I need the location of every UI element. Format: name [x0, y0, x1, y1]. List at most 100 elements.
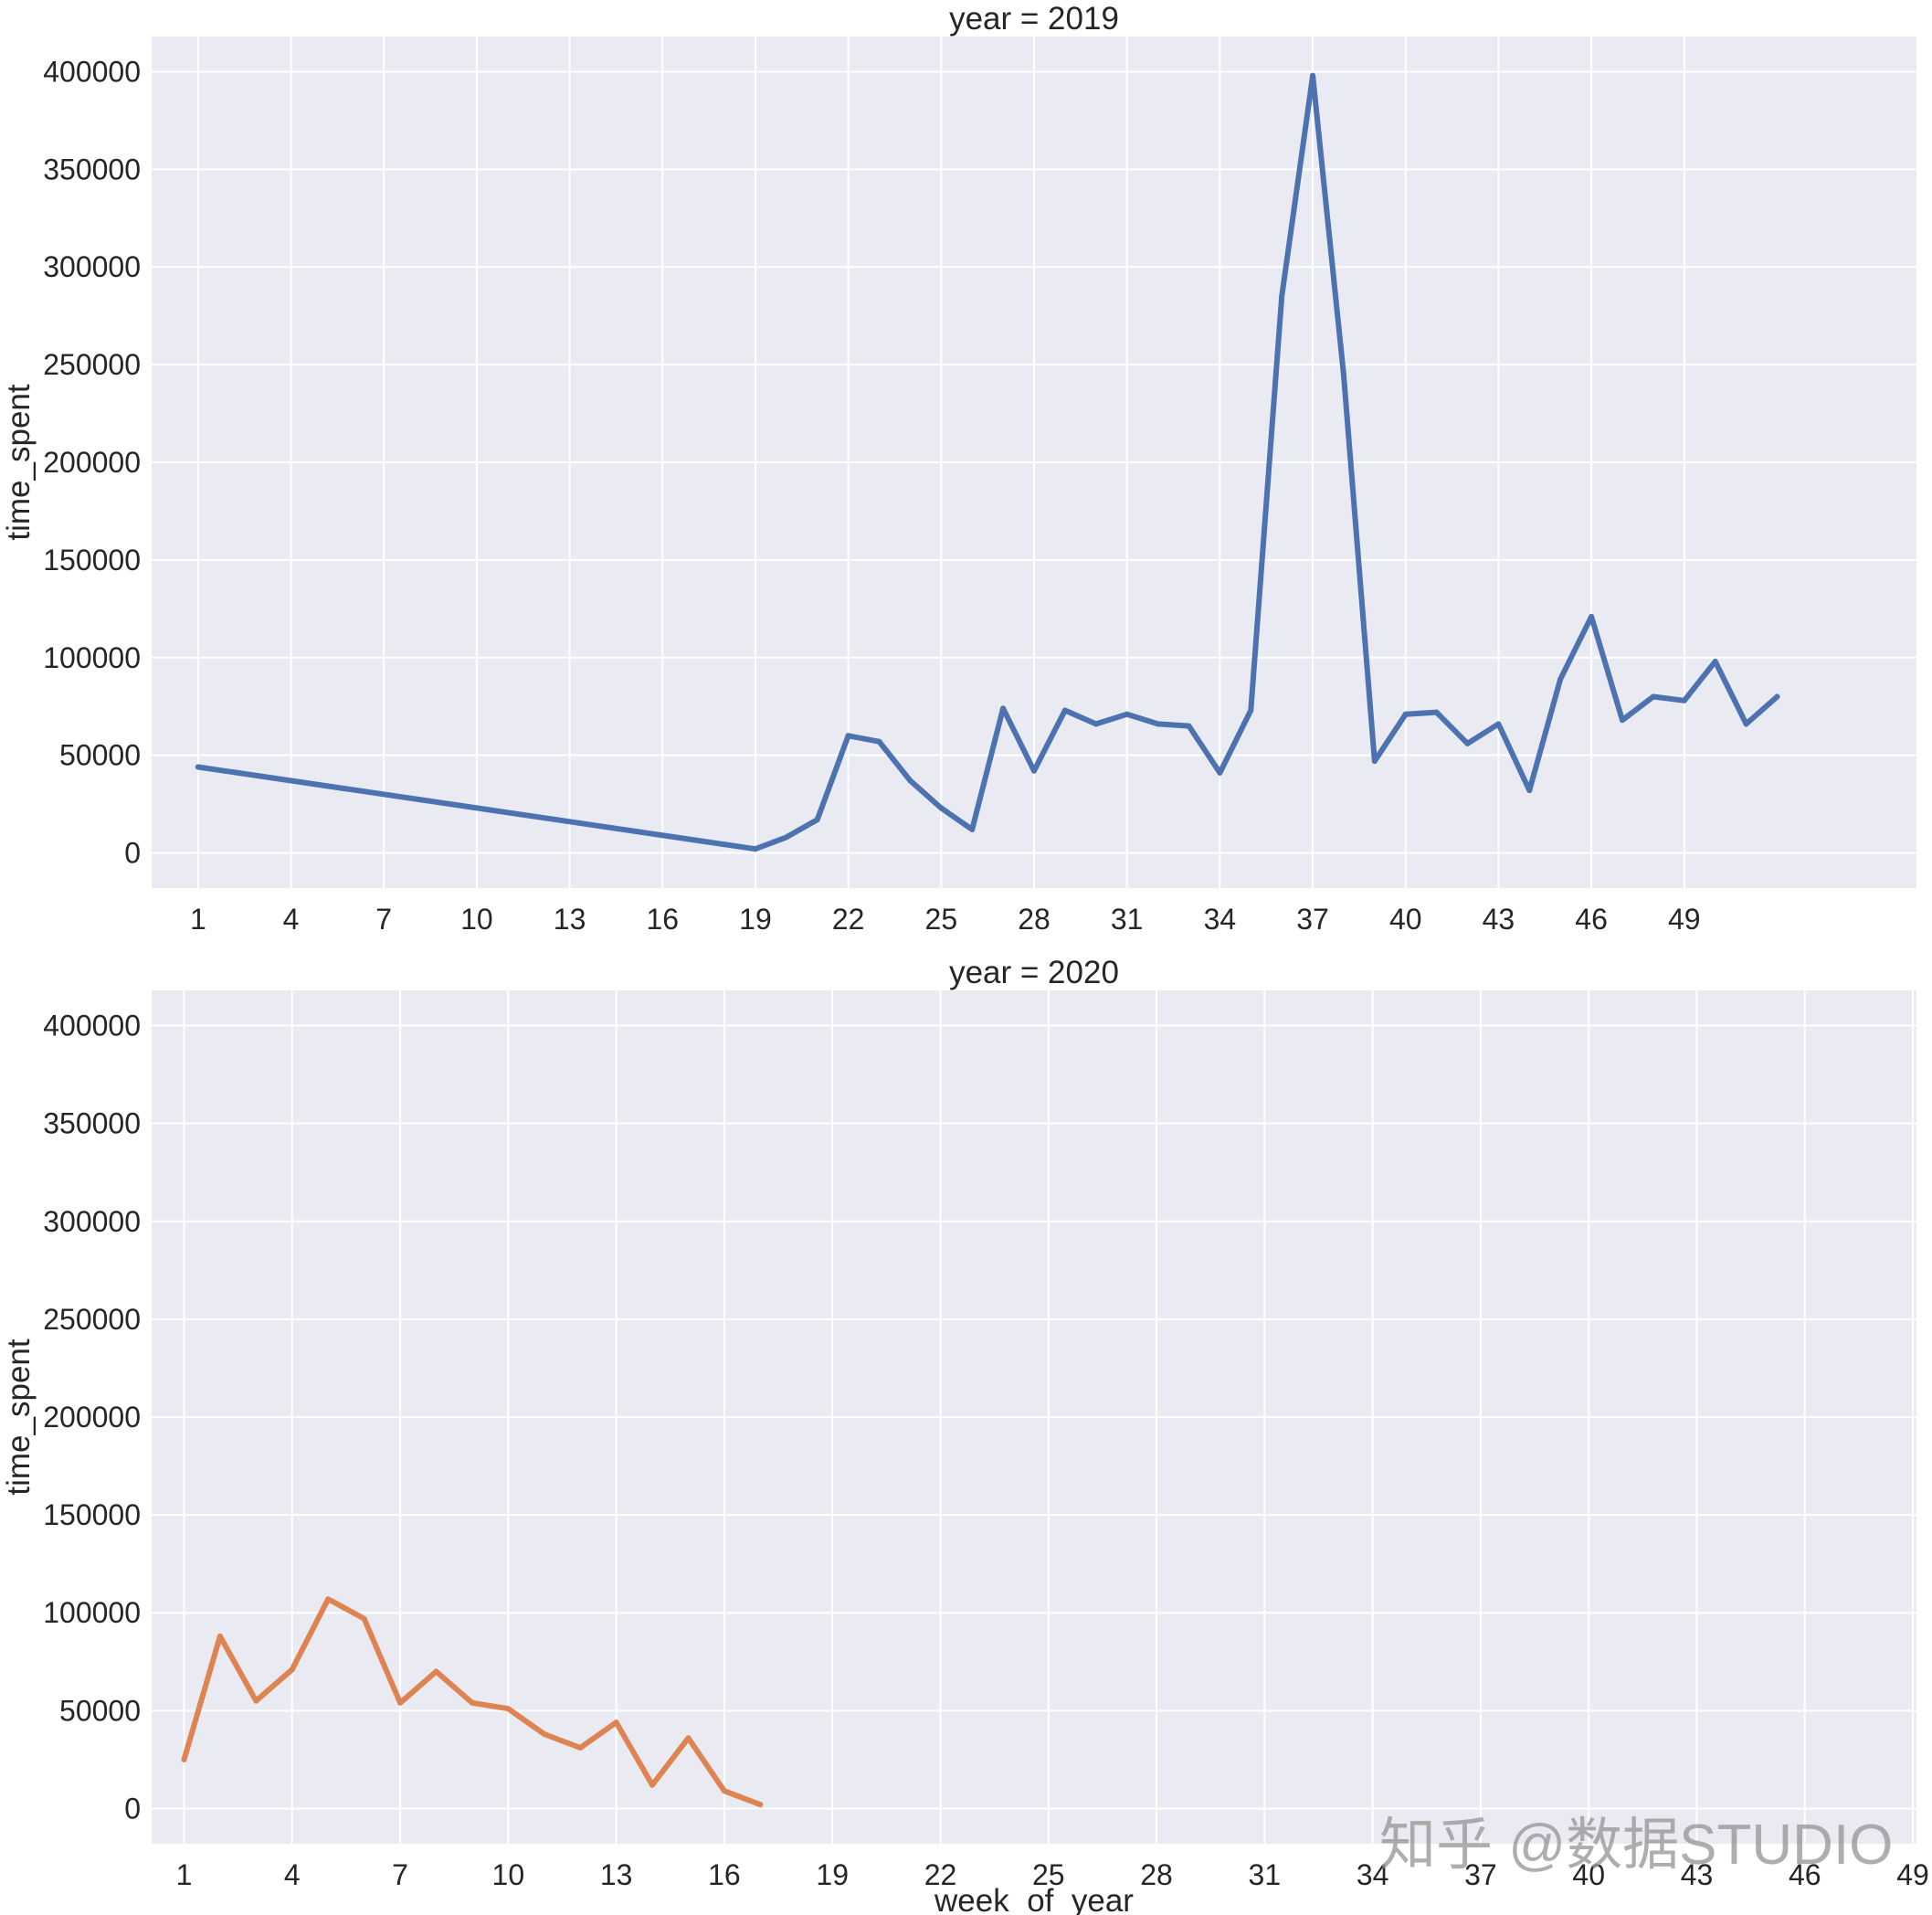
data-point [721, 1788, 727, 1794]
data-point [613, 1719, 619, 1726]
data-point [1774, 693, 1780, 700]
x-tick-label: 31 [1111, 903, 1144, 936]
data-point [907, 778, 913, 784]
data-point [1000, 705, 1007, 712]
subplot-2019: 0 50000 100000 150000 200000 250000 300000 3500… [1, 1, 1916, 936]
data-point [1186, 723, 1192, 729]
x-tick-label: 43 [1681, 1858, 1714, 1891]
data-point [1155, 721, 1161, 727]
x-tick-label: 40 [1572, 1858, 1605, 1891]
y-tick-label: 300000 [43, 1205, 141, 1238]
data-point [541, 1731, 547, 1738]
x-tick-label: 16 [646, 903, 679, 936]
data-point [752, 846, 758, 852]
y-tick-label: 0 [124, 1792, 141, 1825]
data-point [845, 733, 851, 739]
y-tick-label: 250000 [43, 1303, 141, 1336]
y-tick-label: 100000 [43, 1596, 141, 1629]
x-tick-label: 10 [492, 1858, 525, 1891]
data-point [1124, 711, 1130, 717]
y-tick-label: 150000 [43, 544, 141, 577]
y-tick-label: 300000 [43, 250, 141, 283]
y-tick-label: 50000 [59, 739, 141, 772]
y-axis-label: time_spent [1, 1338, 37, 1495]
data-point [469, 1699, 475, 1706]
data-point [1557, 676, 1564, 682]
x-tick-label: 43 [1483, 903, 1515, 936]
y-tick-label: 250000 [43, 348, 141, 381]
data-point [1340, 371, 1346, 377]
x-tick-label: 46 [1575, 903, 1608, 936]
data-point [1681, 697, 1687, 704]
x-tick-label: 4 [283, 903, 300, 936]
data-point [1310, 72, 1316, 79]
x-tick-label: 25 [925, 903, 958, 936]
watermark: 知乎 @数据STUDIO [1379, 1814, 1893, 1877]
y-axis-label: time_spent [1, 384, 37, 540]
data-point [1495, 721, 1502, 727]
x-tick-label: 1 [176, 1858, 193, 1891]
x-tick-label: 28 [1018, 903, 1050, 936]
data-point [1433, 709, 1440, 715]
data-point [783, 834, 789, 841]
data-point [505, 1706, 512, 1712]
x-tick-label: 34 [1357, 1858, 1389, 1891]
data-point [814, 817, 820, 823]
data-point [195, 764, 201, 770]
data-point [1526, 788, 1533, 794]
data-point [757, 1802, 764, 1808]
x-tick-label: 19 [739, 903, 772, 936]
x-tick-label: 7 [392, 1858, 408, 1891]
x-tick-label: 40 [1389, 903, 1422, 936]
data-point [1093, 721, 1099, 727]
data-point [1650, 693, 1656, 700]
x-tick-label: 49 [1896, 1858, 1929, 1891]
subplot-title: year = 2020 [949, 955, 1119, 990]
x-tick-label: 49 [1668, 903, 1701, 936]
y-tick-label: 350000 [43, 1107, 141, 1140]
y-tick-label: 400000 [43, 1010, 141, 1042]
data-point [289, 1666, 295, 1673]
data-point [938, 805, 945, 811]
x-tick-label: 37 [1296, 903, 1329, 936]
x-tick-label: 1 [190, 903, 206, 936]
subplot-title: year = 2019 [949, 1, 1119, 37]
data-point [1402, 711, 1409, 717]
data-point [216, 1633, 223, 1639]
x-tick-label: 31 [1249, 1858, 1282, 1891]
data-point [876, 738, 882, 745]
data-point [1248, 707, 1254, 714]
x-tick-label: 22 [924, 1858, 957, 1891]
x-tick-label: 22 [832, 903, 865, 936]
y-tick-label: 200000 [43, 446, 141, 479]
data-point [1061, 707, 1068, 714]
x-tick-label: 16 [708, 1858, 741, 1891]
data-point [361, 1615, 367, 1622]
x-tick-label: 19 [816, 1858, 849, 1891]
y-tick-label: 400000 [43, 55, 141, 88]
data-point [1589, 613, 1595, 619]
y-tick-label: 150000 [43, 1498, 141, 1531]
x-tick-label: 37 [1464, 1858, 1497, 1891]
y-tick-label: 350000 [43, 153, 141, 185]
data-point [969, 826, 976, 832]
data-point [433, 1668, 439, 1675]
data-point [181, 1756, 187, 1762]
x-tick-label: 25 [1032, 1858, 1065, 1891]
data-point [1712, 659, 1718, 665]
x-tick-label: 4 [284, 1858, 301, 1891]
x-tick-label: 28 [1140, 1858, 1173, 1891]
data-point [577, 1745, 584, 1751]
data-point [253, 1698, 259, 1704]
data-point [1217, 769, 1223, 776]
data-point [1031, 767, 1037, 774]
data-point [325, 1596, 332, 1603]
data-point [1743, 721, 1749, 727]
data-point [1464, 740, 1471, 746]
x-tick-label: 13 [554, 903, 586, 936]
x-tick-label: 10 [460, 903, 493, 936]
data-point [1371, 758, 1378, 765]
subplot-2020: 0 50000 100000 150000 200000 250000 300000 3500… [1, 955, 1929, 1915]
data-point [1279, 293, 1285, 300]
